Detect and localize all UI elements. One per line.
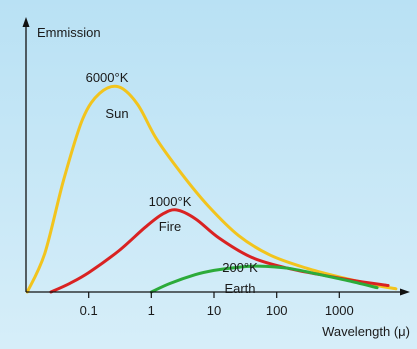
y-axis-arrow-icon	[22, 17, 30, 27]
x-tick-label: 10	[207, 303, 221, 318]
x-tick-label: 0.1	[80, 303, 98, 318]
x-axis-label: Wavelength (μ)	[322, 324, 410, 339]
series-earth-line	[149, 264, 379, 294]
y-axis-label: Emmission	[37, 25, 101, 40]
earth-label: Earth	[224, 281, 255, 296]
fire-label: Fire	[159, 219, 181, 234]
sun-temperature-label: 6000°K	[86, 70, 129, 85]
plot-area: 0.1 1 10 100 1000 Emmission Wavelength (μ) 6…	[22, 17, 410, 339]
x-tick-label: 100	[266, 303, 288, 318]
x-tick-label: 1000	[325, 303, 354, 318]
series-sun-line	[25, 84, 398, 294]
x-tick-label: 1	[148, 303, 155, 318]
fire-temperature-label: 1000°K	[149, 194, 192, 209]
earth-temperature-label: 200°K	[222, 260, 258, 275]
x-axis-arrow-icon	[400, 288, 410, 296]
curves-group	[25, 84, 398, 294]
sun-label: Sun	[105, 106, 128, 121]
x-ticks-group: 0.1 1 10 100 1000	[80, 292, 354, 318]
